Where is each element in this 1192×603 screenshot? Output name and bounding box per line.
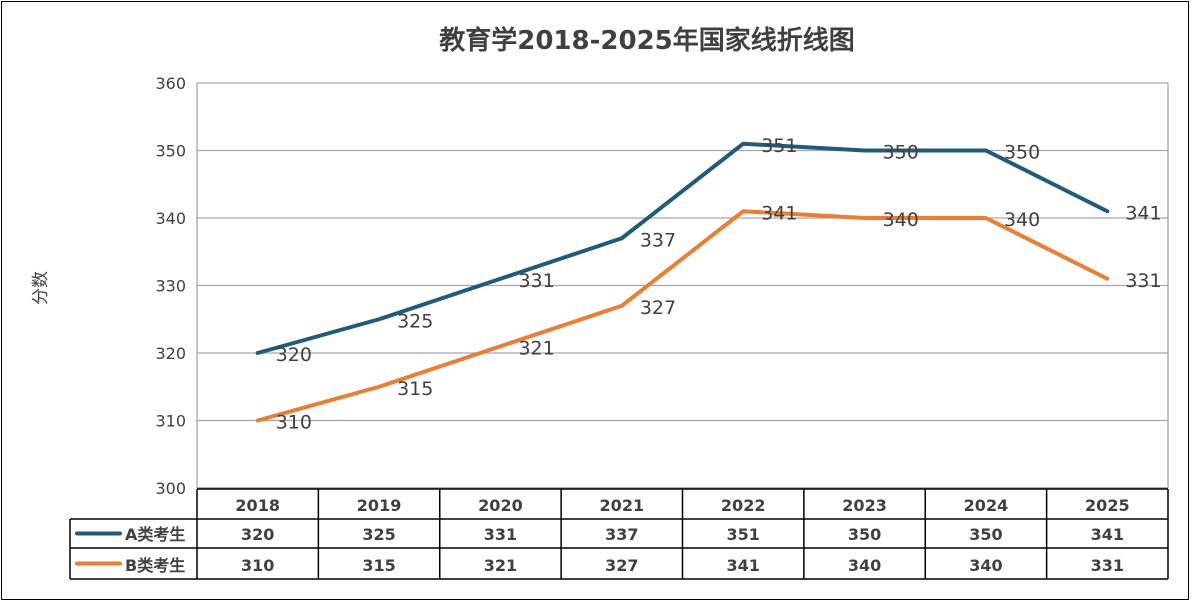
y-tick-label: 350 [155,142,186,161]
x-category-label: 2020 [478,496,523,515]
x-category-label: 2024 [964,496,1009,515]
data-label: 337 [640,229,676,251]
y-tick-label: 320 [155,344,186,363]
y-tick-label: 330 [155,277,186,296]
legend-series-name: B类考生 [125,556,185,575]
data-label: 327 [640,297,676,319]
x-category-label: 2019 [357,496,402,515]
data-label: 341 [761,202,797,224]
data-label: 340 [883,209,919,231]
data-label: 315 [397,378,433,400]
table-cell: 341 [1091,525,1124,544]
x-category-label: 2018 [235,496,280,515]
y-tick-label: 310 [155,412,186,431]
y-axis-ticks: 300 310 320 330 340 350 360 [155,74,186,498]
data-label: 350 [883,142,919,164]
data-label: 325 [397,310,433,332]
table-cell: 350 [969,525,1002,544]
gridlines [196,82,1169,489]
x-category-label: 2023 [842,496,887,515]
table-cell: 315 [362,556,395,575]
table-cell: 325 [362,525,395,544]
table-cell: 341 [726,556,759,575]
table-cell: 340 [848,556,881,575]
table-cell: 327 [605,556,638,575]
data-label: 351 [761,135,797,157]
data-labels: 320 325 331 337 351 350 350 341 310 315 321 327 341 3… [276,135,1162,434]
y-tick-label: 300 [155,479,186,498]
data-label: 321 [518,337,554,359]
table-cell: 337 [605,525,638,544]
table-cell: 350 [848,525,881,544]
data-label: 331 [518,270,554,292]
table-cell: 310 [241,556,274,575]
y-axis-label: 分数 [31,271,51,305]
table-cell: 331 [484,525,517,544]
series-line-1 [255,141,1110,355]
legend-series-name: A类考生 [125,525,185,544]
y-tick-label: 360 [155,74,186,93]
table-cell: 331 [1091,556,1124,575]
data-table: 2018 2019 2020 2021 2022 2023 2024 2025 A类考生 320 3… [69,488,1169,580]
x-category-label: 2025 [1085,496,1130,515]
data-label: 310 [276,412,312,434]
series-line-2 [255,209,1110,423]
table-cell: 320 [241,525,274,544]
data-label: 320 [276,344,312,366]
data-label: 331 [1125,270,1161,292]
y-tick-label: 340 [155,209,186,228]
table-cell: 351 [726,525,759,544]
data-label: 350 [1004,142,1040,164]
series-lines [255,141,1110,423]
data-label: 341 [1125,202,1161,224]
table-cell: 340 [969,556,1002,575]
x-category-label: 2021 [600,496,645,515]
chart-title: 教育学2018-2025年国家线折线图 [439,25,855,56]
x-category-label: 2022 [721,496,766,515]
table-cell: 321 [484,556,517,575]
data-label: 340 [1004,209,1040,231]
